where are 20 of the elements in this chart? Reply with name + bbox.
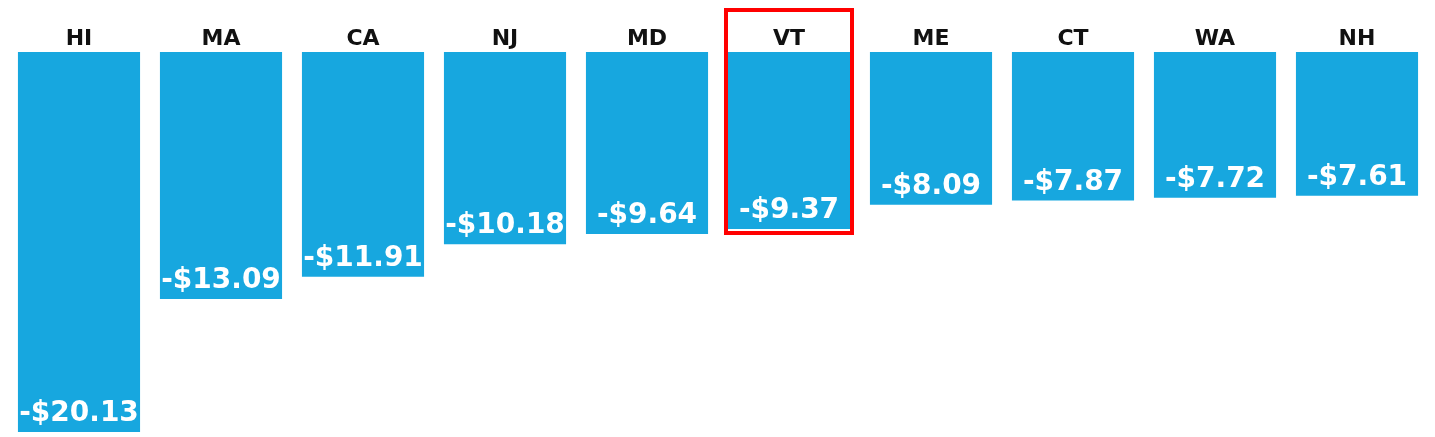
x-tick-label: NH [1338,24,1376,50]
x-tick-label: NJ [491,24,519,50]
x-tick-label: HI [65,24,93,50]
data-label: -$9.64 [596,196,698,230]
data-label: -$7.87 [1022,163,1124,197]
data-label: -$11.91 [303,239,423,273]
data-label: -$7.72 [1164,160,1266,194]
x-tick-label: CA [346,24,380,50]
data-label: -$10.18 [445,207,565,241]
x-tick-label: MA [201,24,241,50]
x-tick-label: WA [1194,24,1236,50]
data-label: -$20.13 [19,395,139,428]
data-label: -$13.09 [161,262,281,296]
data-label: -$8.09 [880,167,982,201]
data-label: -$7.61 [1306,158,1408,192]
x-tick-label: MD [626,24,668,50]
x-tick-label: VT [772,24,806,50]
x-tick-label: ME [912,24,950,50]
data-label: -$9.37 [738,191,840,225]
x-tick-label: CT [1057,24,1089,50]
